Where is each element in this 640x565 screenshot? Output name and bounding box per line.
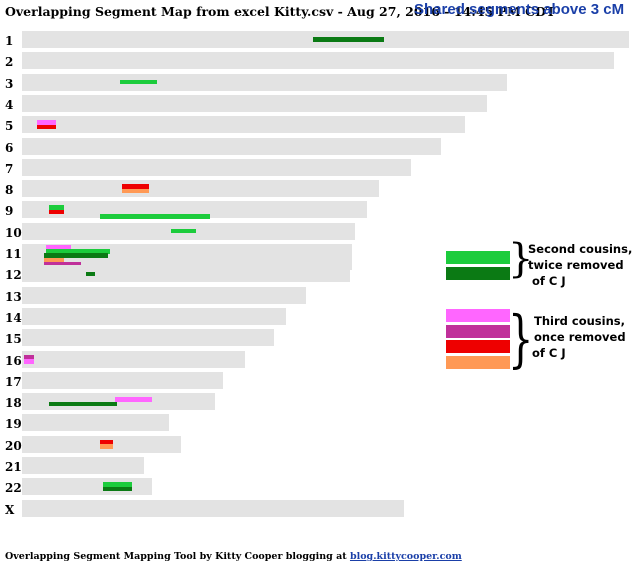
footer: Overlapping Segment Mapping Tool by Kitt… bbox=[5, 551, 462, 562]
legend-text-2-1: Third cousins, bbox=[534, 314, 625, 328]
legend-swatch-1-1 bbox=[446, 251, 510, 264]
chromosome-bar-7 bbox=[22, 158, 411, 176]
chromosome-label-22: 22 bbox=[5, 481, 22, 496]
page-subtitle: Shared segments above 3 cM bbox=[414, 1, 625, 18]
chromosome-label-13: 13 bbox=[5, 289, 22, 304]
chromosome-bar-19 bbox=[22, 414, 169, 432]
chromosome-bar-X bbox=[22, 499, 404, 517]
chromosome-label-5: 5 bbox=[5, 119, 14, 134]
segment-chr16-1 bbox=[24, 354, 35, 359]
chromosome-bar-3 bbox=[22, 73, 507, 91]
chromosome-bar-4 bbox=[22, 94, 487, 112]
segment-chr11-5 bbox=[44, 261, 81, 267]
chromosome-label-18: 18 bbox=[5, 396, 22, 411]
segment-chr22-1 bbox=[102, 482, 133, 487]
legend-brace-2: } bbox=[508, 304, 534, 376]
legend-brace-1: } bbox=[508, 236, 534, 282]
segment-chr18-2 bbox=[48, 401, 118, 407]
chromosome-label-14: 14 bbox=[5, 310, 22, 325]
chromosome-label-17: 17 bbox=[5, 374, 22, 389]
chromosome-label-10: 10 bbox=[5, 225, 22, 240]
chromosome-label-19: 19 bbox=[5, 417, 22, 432]
legend-text-1-1: Second cousins, bbox=[528, 242, 633, 256]
segment-chr5-2 bbox=[36, 124, 57, 130]
legend-swatch-2-3 bbox=[446, 340, 510, 353]
chromosome-label-X: X bbox=[5, 502, 15, 517]
chromosome-bar-15 bbox=[22, 329, 274, 347]
footer-text: Overlapping Segment Mapping Tool by Kitt… bbox=[5, 551, 350, 562]
chromosome-label-20: 20 bbox=[5, 438, 22, 453]
legend-swatch-1-2 bbox=[446, 266, 510, 280]
chromosome-bar-13 bbox=[22, 286, 306, 304]
chromosome-label-4: 4 bbox=[5, 97, 14, 112]
chromosome-label-7: 7 bbox=[5, 161, 14, 176]
segment-chr12-1 bbox=[85, 271, 96, 277]
segment-chr11-4 bbox=[44, 257, 64, 263]
chromosome-label-15: 15 bbox=[5, 332, 22, 347]
segment-chr5-1 bbox=[36, 120, 57, 125]
segment-chr22-2 bbox=[102, 486, 133, 492]
legend-text-2-2: once removed bbox=[534, 330, 626, 344]
segment-chr10-1 bbox=[171, 228, 196, 234]
segment-chr16-2 bbox=[24, 359, 35, 364]
chromosome-bar-16 bbox=[22, 350, 245, 368]
chromosome-bar-5 bbox=[22, 116, 465, 134]
segment-chr11-2 bbox=[46, 249, 111, 254]
chromosome-label-6: 6 bbox=[5, 140, 14, 155]
chromosome-label-16: 16 bbox=[5, 353, 22, 368]
chromosome-bar-8 bbox=[22, 180, 379, 198]
chromosome-bar-22 bbox=[22, 478, 152, 496]
chromosome-label-21: 21 bbox=[5, 460, 22, 474]
chromosome-bar-17 bbox=[22, 371, 223, 389]
page-title: Overlapping Segment Map from excel Kitty… bbox=[5, 4, 556, 19]
legend-text-1-2: twice removed bbox=[528, 258, 624, 272]
segment-chr20-1 bbox=[100, 439, 113, 445]
footer-link[interactable]: blog.kittycooper.com bbox=[349, 551, 462, 562]
segment-chr11-3 bbox=[44, 253, 108, 258]
chromosome-bar-14 bbox=[22, 307, 286, 325]
chromosome-bar-6 bbox=[22, 137, 441, 155]
segment-chr8-2 bbox=[122, 188, 150, 194]
legend-swatch-2-1 bbox=[446, 309, 510, 322]
segment-chr9-3 bbox=[100, 214, 211, 219]
segment-chr9-2 bbox=[48, 209, 64, 215]
legend-swatch-2-2 bbox=[446, 324, 510, 338]
segment-chr20-2 bbox=[100, 444, 113, 449]
chromosome-label-3: 3 bbox=[5, 76, 14, 91]
chromosome-label-1: 1 bbox=[5, 34, 14, 48]
legend-text-1-3: of C J bbox=[532, 274, 566, 288]
legend-swatch-2-4 bbox=[446, 355, 510, 369]
segment-chr3-1 bbox=[119, 79, 157, 85]
chromosome-bar-9 bbox=[22, 201, 367, 219]
chromosome-bar-12 bbox=[22, 265, 350, 283]
segment-chr11-1 bbox=[46, 245, 71, 250]
chromosome-label-2: 2 bbox=[5, 55, 14, 70]
chromosome-label-8: 8 bbox=[5, 183, 14, 198]
segment-chr9-1 bbox=[48, 205, 64, 210]
segment-chr8-1 bbox=[122, 184, 150, 189]
chromosome-label-12: 12 bbox=[5, 268, 22, 283]
segment-chr1-1 bbox=[313, 37, 385, 42]
chromosome-label-9: 9 bbox=[5, 204, 14, 219]
legend-text-2-3: of C J bbox=[532, 346, 566, 360]
chromosome-bar-2 bbox=[22, 52, 614, 70]
segment-chr18-1 bbox=[115, 397, 152, 402]
chromosome-label-11: 11 bbox=[5, 247, 22, 261]
chromosome-bar-21 bbox=[22, 457, 144, 474]
